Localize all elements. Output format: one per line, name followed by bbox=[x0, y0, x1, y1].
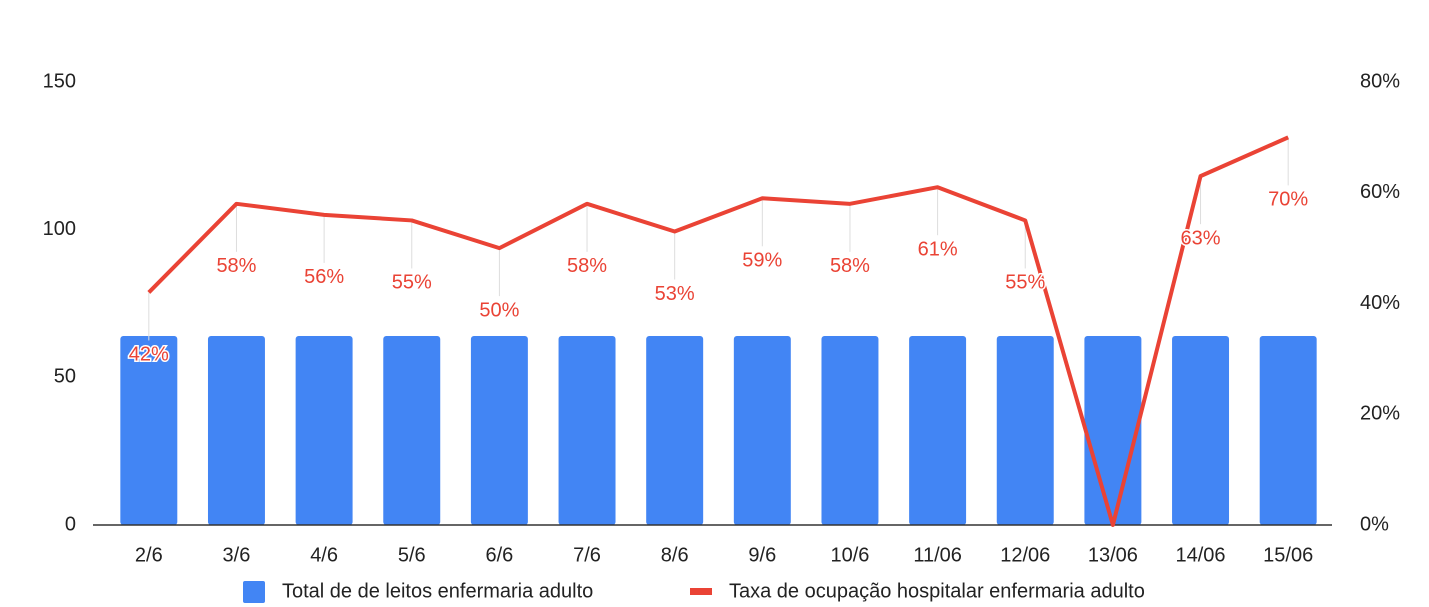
legend-label: Taxa de ocupação hospitalar enfermaria a… bbox=[729, 580, 1145, 602]
bar bbox=[821, 335, 879, 525]
x-tick-label: 2/6 bbox=[135, 544, 163, 566]
y2-tick-label: 60% bbox=[1360, 181, 1400, 203]
x-tick-label: 6/6 bbox=[485, 544, 513, 566]
x-tick-label: 8/6 bbox=[661, 544, 689, 566]
data-label: 58% bbox=[567, 255, 607, 277]
data-label: 58% bbox=[830, 255, 870, 277]
data-label: 53% bbox=[655, 283, 695, 305]
data-label: 61% bbox=[918, 238, 958, 260]
y-tick-label: 100 bbox=[43, 218, 76, 240]
bar bbox=[733, 335, 791, 525]
data-label: 55% bbox=[392, 272, 432, 294]
bar bbox=[383, 335, 441, 525]
x-tick-label: 15/06 bbox=[1263, 544, 1313, 566]
bar bbox=[120, 335, 178, 525]
bar bbox=[909, 335, 967, 525]
bar bbox=[295, 335, 353, 525]
x-tick-label: 9/6 bbox=[748, 544, 776, 566]
bar bbox=[470, 335, 528, 525]
bar bbox=[1084, 335, 1142, 525]
bar bbox=[646, 335, 704, 525]
y-tick-label: 50 bbox=[54, 366, 76, 388]
x-tick-label: 13/06 bbox=[1088, 544, 1138, 566]
x-tick-label: 10/6 bbox=[830, 544, 869, 566]
y-tick-label: 150 bbox=[43, 70, 76, 92]
y-tick-label: 0 bbox=[65, 513, 76, 535]
y2-tick-label: 80% bbox=[1360, 70, 1400, 92]
bar bbox=[996, 335, 1054, 525]
x-tick-label: 11/06 bbox=[913, 544, 962, 566]
data-label: 63% bbox=[1181, 227, 1221, 249]
legend-swatch bbox=[690, 588, 712, 595]
legend-label: Total de de leitos enfermaria adulto bbox=[282, 580, 593, 602]
bar bbox=[1259, 335, 1317, 525]
bar bbox=[207, 335, 265, 525]
data-label: 56% bbox=[304, 266, 344, 288]
bar bbox=[1172, 335, 1230, 525]
line bbox=[147, 135, 1289, 527]
data-label: 55% bbox=[1005, 272, 1045, 294]
x-tick-label: 7/6 bbox=[573, 544, 601, 566]
data-label: 58% bbox=[216, 255, 256, 277]
x-tick-label: 12/06 bbox=[1000, 544, 1050, 566]
y2-tick-label: 40% bbox=[1360, 292, 1400, 314]
bar bbox=[558, 335, 616, 525]
data-label: 50% bbox=[479, 299, 519, 321]
y2-tick-label: 0% bbox=[1360, 513, 1389, 535]
x-tick-label: 3/6 bbox=[223, 544, 251, 566]
data-label: 59% bbox=[742, 250, 782, 272]
data-label: 42% bbox=[129, 344, 169, 366]
data-label: 70% bbox=[1268, 189, 1308, 211]
x-tick-label: 4/6 bbox=[310, 544, 338, 566]
x-tick-label: 5/6 bbox=[398, 544, 426, 566]
x-tick-label: 14/06 bbox=[1176, 544, 1226, 566]
legend-swatch bbox=[243, 581, 265, 603]
y2-tick-label: 20% bbox=[1360, 403, 1400, 425]
